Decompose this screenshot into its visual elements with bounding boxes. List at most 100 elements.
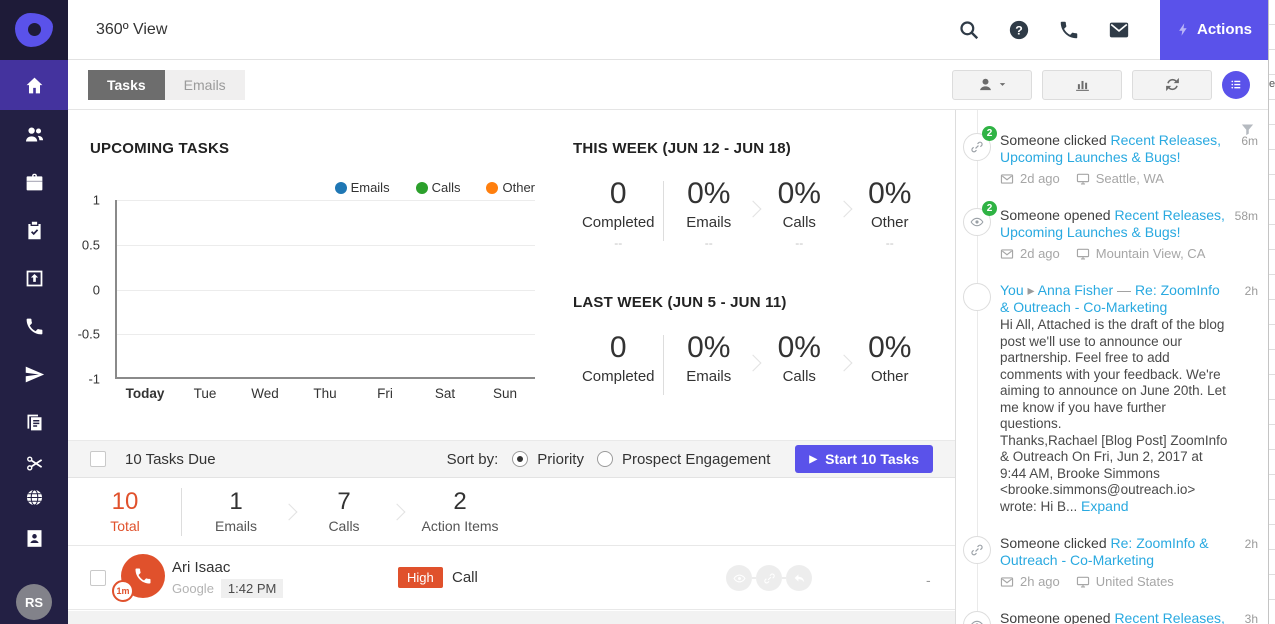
y-tick-label: 1: [92, 192, 100, 208]
feed-toggle-button[interactable]: [1222, 70, 1250, 99]
sidebar-item[interactable]: [0, 254, 68, 302]
feed-timestamp: 58m: [1234, 209, 1258, 223]
sidebar-item[interactable]: [0, 60, 68, 110]
count-badge: 2: [982, 201, 997, 216]
sidebar-item[interactable]: [0, 350, 68, 398]
sidebar-item[interactable]: [0, 158, 68, 206]
stat-cell: 0% Calls: [754, 331, 845, 387]
feed-item[interactable]: 2 6m Someone clicked Recent Releases, Up…: [956, 126, 1268, 186]
feed-type-icon: [963, 283, 991, 311]
stat-cell: 0% Other: [868, 331, 912, 385]
tab[interactable]: Emails: [164, 69, 245, 100]
user-avatar[interactable]: RS: [16, 584, 52, 620]
task-row[interactable]: 1m Ari Isaac Google 1:42 PM High Call -: [68, 546, 955, 610]
task-count[interactable]: 10 Total: [68, 486, 182, 538]
tab[interactable]: Tasks: [88, 69, 165, 100]
x-tick-label: Sat: [434, 386, 456, 401]
feed-item[interactable]: 2h Someone clicked Re: ZoomInfo & Outrea…: [956, 535, 1268, 589]
feed-item[interactable]: 2h: [956, 282, 1268, 514]
feed-item[interactable]: 2 58m Someone opened Recent Releases, Up…: [956, 201, 1268, 261]
task-count[interactable]: 7 Calls: [290, 486, 398, 538]
search-icon[interactable]: [958, 19, 980, 41]
task-source: Google: [172, 581, 214, 596]
chevron-down-icon: [997, 79, 1008, 90]
legend-dot: [486, 181, 499, 194]
email-to-link[interactable]: Anna Fisher: [1037, 282, 1114, 298]
sort-area: Sort by: Priority Prospect Engagement ▶ …: [447, 445, 955, 473]
y-tick-label: 0.5: [81, 237, 100, 253]
sidebar-item[interactable]: [0, 480, 68, 514]
feed-timestamp: 2h: [1244, 284, 1258, 298]
call-icon: [133, 566, 153, 586]
x-tick-label: Today: [125, 386, 165, 401]
chart-y-axis: 1 0.5 0 -0.5 -1: [68, 193, 109, 387]
upcoming-tasks-title: UPCOMING TASKS: [90, 140, 230, 157]
edge-fragment: el: [1269, 78, 1275, 90]
sidebar-item[interactable]: [0, 206, 68, 254]
activity-meta: 2h ago United States: [1000, 574, 1230, 589]
radio-button[interactable]: [596, 451, 613, 467]
sort-option[interactable]: Priority: [512, 451, 584, 468]
prospect-name[interactable]: Ari Isaac: [172, 559, 231, 576]
phone-icon[interactable]: [1058, 19, 1080, 41]
sidebar-item[interactable]: [0, 398, 68, 446]
meta-time-group: 2d ago: [1000, 171, 1060, 186]
x-tick-label: Sun: [492, 386, 518, 401]
last-week-title: LAST WEEK (JUN 5 - JUN 11): [573, 294, 787, 311]
activity-link[interactable]: Recent Releases, Upcoming Launches & Bug…: [1000, 132, 1222, 165]
refresh-icon: [1164, 76, 1181, 93]
activity-link[interactable]: Recent Releases, Upcoming Launches & Bug…: [1114, 610, 1225, 624]
sort-by-label: Sort by:: [446, 450, 499, 468]
feed-type-icon: [963, 611, 991, 624]
expand-link[interactable]: Expand: [1081, 497, 1129, 514]
activity-block: Someone clicked Recent Releases, Upcomin…: [1000, 132, 1230, 186]
activity-link[interactable]: Recent Releases, Upcoming Launches & Bug…: [1000, 207, 1225, 240]
view-action-icon[interactable]: [726, 565, 752, 591]
radio-button[interactable]: [512, 451, 529, 467]
email-subject-link[interactable]: Re: ZoomInfo & Outreach - Co-Marketing: [1000, 282, 1220, 315]
mail-icon[interactable]: [1108, 19, 1130, 41]
x-axis-line: [117, 377, 535, 379]
task-count[interactable]: 2 Action Items: [421, 488, 499, 534]
email-from-link[interactable]: You: [1000, 282, 1024, 298]
task-count[interactable]: 1 Emails: [182, 486, 290, 538]
select-all-checkbox[interactable]: [90, 451, 106, 467]
help-icon[interactable]: ?: [1008, 19, 1030, 41]
chart-plot-area: [115, 200, 535, 379]
bolt-icon: [1176, 22, 1191, 37]
activity-text: Someone opened Recent Releases, Upcoming…: [1000, 207, 1225, 240]
feed-type-icon: [963, 133, 991, 161]
y-tick-label: -1: [88, 371, 100, 387]
start-tasks-button[interactable]: ▶ Start 10 Tasks: [795, 445, 933, 473]
connector: [782, 577, 786, 579]
task-type-label: Call: [452, 569, 478, 586]
task-checkbox[interactable]: [90, 570, 106, 586]
sidebar-item[interactable]: [0, 110, 68, 158]
feed-item[interactable]: 3h Someone opened Recent Releases, Upcom…: [956, 610, 1268, 624]
actions-button[interactable]: Actions: [1160, 0, 1268, 60]
sidebar-item[interactable]: [0, 514, 68, 562]
link-action-icon[interactable]: [756, 565, 782, 591]
envelope-icon: [1000, 575, 1014, 589]
filter-icon[interactable]: [1240, 122, 1255, 137]
task-avatar: 1m: [112, 554, 165, 602]
activity-link[interactable]: Re: ZoomInfo & Outreach - Co-Marketing: [1000, 535, 1209, 568]
outreach-logo[interactable]: [0, 0, 68, 60]
sidebar-item[interactable]: [0, 302, 68, 350]
refresh-button[interactable]: [1132, 69, 1212, 100]
sort-option[interactable]: Prospect Engagement: [596, 451, 770, 468]
stat-cell: 0 Completed: [573, 331, 664, 395]
monitor-icon: [1076, 575, 1090, 589]
feed-timeline: [977, 110, 978, 624]
owner-filter-button[interactable]: [952, 69, 1032, 100]
chart-toggle-button[interactable]: [1042, 69, 1122, 100]
activity-block: Someone clicked Re: ZoomInfo & Outreach …: [1000, 535, 1230, 589]
meta-time-group: 2h ago: [1000, 574, 1060, 589]
toolbar: Tasks Emails: [68, 60, 1268, 110]
sidebar-item[interactable]: [0, 446, 68, 480]
feed-type-icon: [963, 536, 991, 564]
reply-action-icon[interactable]: [786, 565, 812, 591]
x-tick-label: Wed: [251, 386, 279, 401]
sidebar: RS: [0, 0, 68, 624]
activity-block: Someone opened Recent Releases, Upcoming…: [1000, 610, 1230, 624]
